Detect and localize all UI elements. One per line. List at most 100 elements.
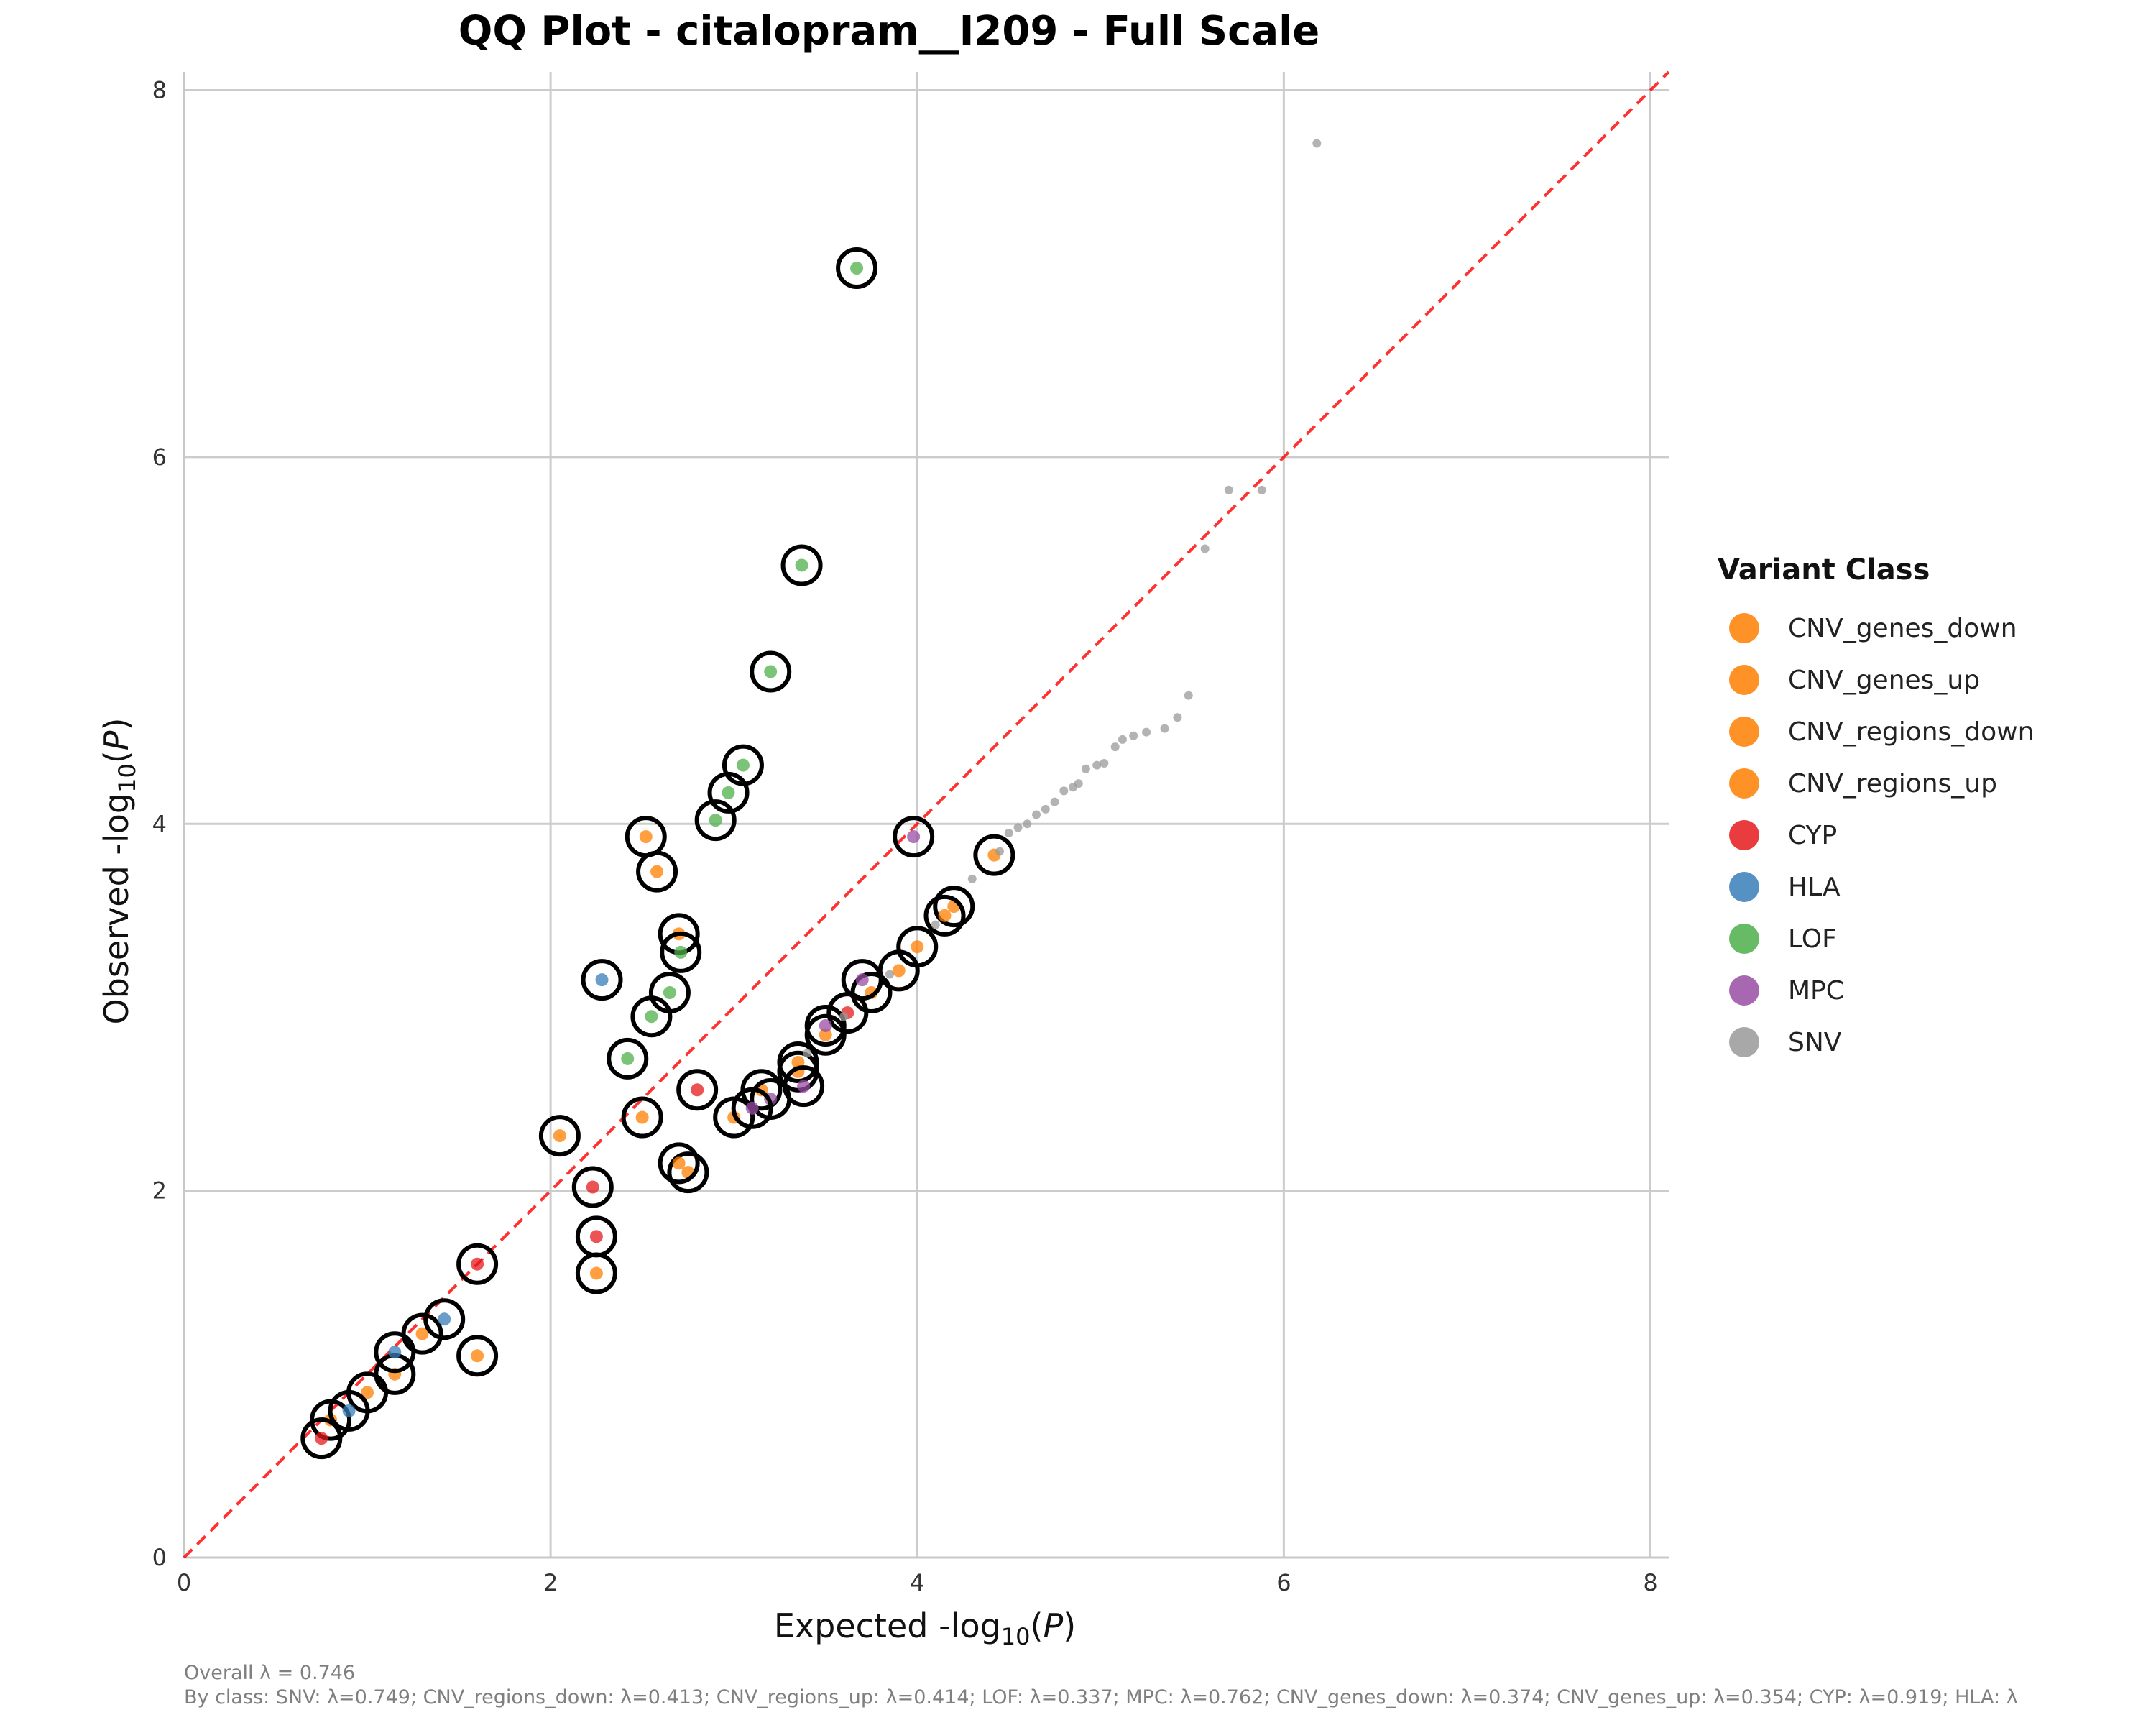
legend-item: CNV_regions_up [1718, 758, 2034, 809]
highlight-ring [538, 1115, 581, 1157]
axes [183, 72, 1669, 1559]
legend-swatch [1729, 1027, 1759, 1057]
point-cyp [586, 1180, 599, 1194]
legend-item: LOF [1718, 913, 2034, 965]
point-snv [1050, 797, 1059, 806]
point-snv [967, 874, 977, 883]
legend-swatch [1729, 613, 1759, 643]
point-cnv-genes-down [911, 940, 924, 954]
point-snv [1312, 139, 1322, 148]
highlight-ring [973, 834, 1015, 876]
x-tick-label: 6 [1276, 1569, 1291, 1596]
legend-item: SNV [1718, 1016, 2034, 1068]
legend-item: CNV_genes_down [1718, 602, 2034, 654]
highlight-ring [581, 959, 623, 1001]
highlight-ring [893, 816, 935, 858]
point-snv [803, 1049, 812, 1058]
legend-label: CNV_genes_down [1788, 613, 2017, 643]
point-snv [1041, 804, 1050, 814]
point-snv [1081, 764, 1090, 773]
legend-item: HLA [1718, 861, 2034, 913]
legend-swatch [1729, 820, 1759, 850]
highlight-ring [660, 931, 702, 973]
highlight-ring [780, 544, 823, 586]
point-cnv-genes-up [639, 830, 653, 844]
legend-item: CNV_regions_down [1718, 706, 2034, 758]
point-snv [1160, 724, 1169, 733]
point-snv [1129, 731, 1138, 740]
legend-swatch [1729, 665, 1759, 695]
point-cnv-genes-down [553, 1129, 566, 1143]
highlight-ring [571, 1166, 614, 1208]
x-tick-label: 4 [910, 1569, 924, 1596]
point-cnv-regions-up [471, 1349, 484, 1363]
point-mpc [855, 973, 869, 987]
point-lof [736, 758, 750, 772]
class-lambdas: By class: SNV: λ=0.749; CNV_regions_down… [184, 1686, 2018, 1708]
x-axis-label: Expected -log10(P) [774, 1606, 1076, 1650]
highlight-ring [575, 1215, 617, 1258]
point-cnv-genes-up [650, 865, 664, 878]
point-cyp [691, 1083, 704, 1097]
point-cnv-regions-down [589, 1266, 603, 1280]
highlight-ring [456, 1335, 499, 1377]
point-snv [1118, 735, 1127, 744]
legend-label: HLA [1788, 872, 1841, 902]
point-cnv-genes-up [938, 908, 952, 922]
point-snv [1032, 810, 1041, 819]
highlight-ring [621, 1096, 663, 1138]
point-snv [995, 847, 1005, 856]
highlight-ring [676, 1069, 719, 1111]
point-cyp [315, 1432, 328, 1445]
point-snv [1224, 485, 1233, 494]
highlight-ring [804, 1004, 847, 1046]
highlight-ring [636, 850, 678, 893]
highlight-ring [607, 1037, 649, 1080]
point-lof [764, 665, 778, 678]
highlight-ring [694, 799, 737, 842]
x-tick-label: 0 [177, 1569, 191, 1596]
point-hla [438, 1312, 451, 1326]
legend-item: MPC [1718, 965, 2034, 1016]
point-snv [1142, 727, 1151, 737]
tick-labels: 0 2 4 6 8 0 2 4 6 8 [152, 77, 1658, 1596]
point-snv [839, 1012, 849, 1021]
point-snv [1184, 691, 1193, 700]
point-snv [931, 920, 940, 929]
y-axis-label: Observed -log10(P) [97, 717, 141, 1024]
point-snv [1110, 742, 1120, 752]
legend-swatch [1729, 975, 1759, 1006]
reference-diagonal [183, 70, 1670, 1559]
point-mpc [907, 830, 921, 844]
point-lof [850, 262, 864, 275]
point-snv [1013, 823, 1023, 832]
point-snv [1023, 819, 1032, 829]
highlight-ring [374, 1331, 416, 1374]
point-snv [1100, 759, 1109, 768]
point-snv [1069, 783, 1078, 792]
point-hla [595, 973, 609, 987]
point-cyp [589, 1230, 603, 1243]
y-tick-label: 2 [152, 1177, 167, 1205]
point-snv [1200, 544, 1210, 553]
point-hla [388, 1346, 402, 1359]
highlight-ring [750, 650, 792, 693]
highlight-ring [658, 1142, 700, 1184]
point-lof [621, 1052, 635, 1065]
highlight-ring [841, 959, 883, 1001]
point-snv [1257, 485, 1266, 494]
y-tick-label: 0 [152, 1544, 167, 1571]
legend-title: Variant Class [1718, 553, 1930, 586]
highlight-ring [423, 1298, 466, 1340]
highlight-ring [777, 1041, 819, 1083]
point-snv [1173, 713, 1182, 722]
point-cnv-genes-down [361, 1386, 374, 1399]
point-snv [1059, 786, 1069, 796]
y-tick-label: 6 [152, 443, 167, 471]
legend-swatch [1729, 768, 1759, 799]
point-cyp [471, 1257, 484, 1271]
highlight-ring [836, 247, 878, 290]
legend-label: LOF [1788, 924, 1837, 954]
point-mpc [745, 1101, 759, 1115]
